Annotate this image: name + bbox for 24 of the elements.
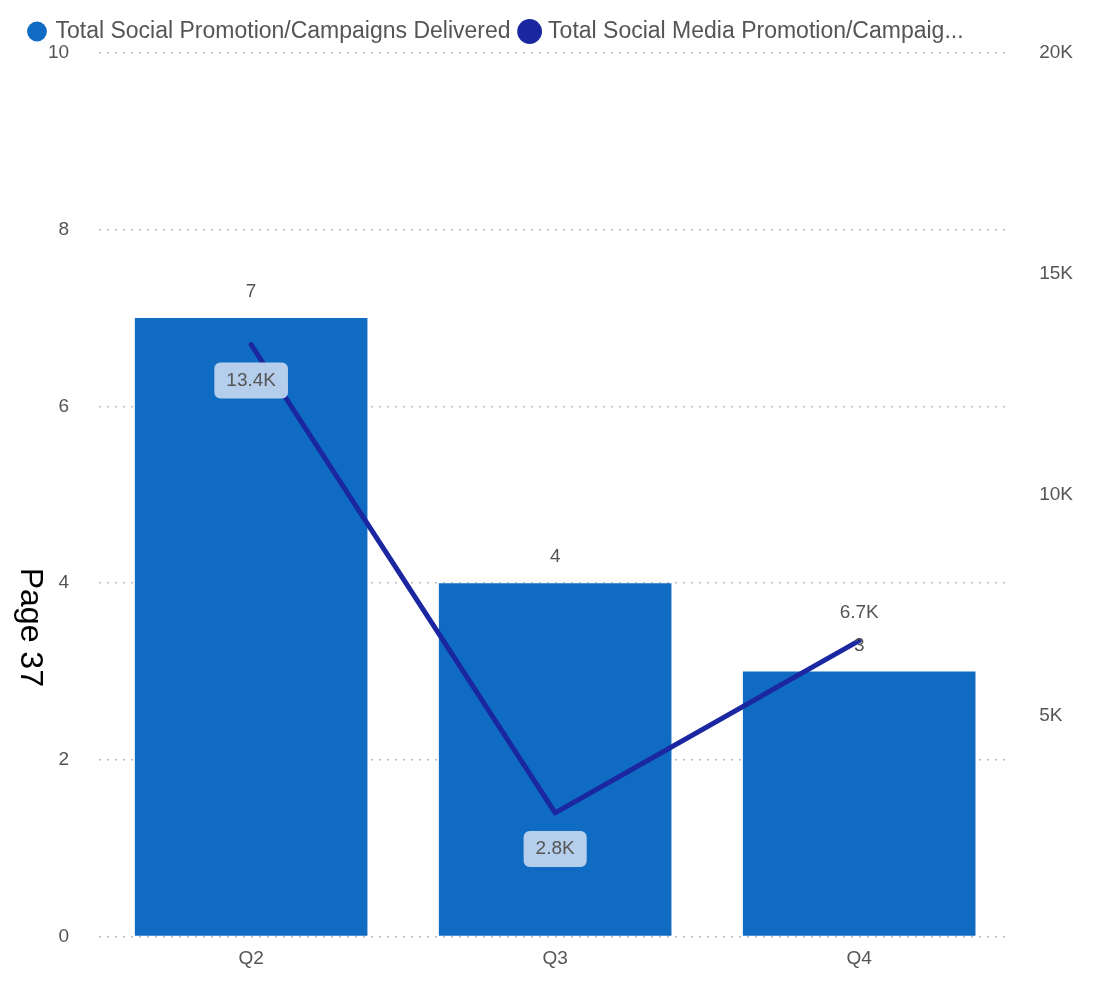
data-label: 13.4K	[226, 368, 277, 390]
y-tick-label: 8	[58, 217, 70, 239]
data-label: 4	[549, 545, 561, 567]
bar	[134, 318, 368, 936]
y2-tick-label: 20K	[1039, 41, 1074, 63]
text: Page 37	[14, 567, 51, 687]
y-tick-label: 4	[58, 571, 70, 593]
y-tick-label: 6	[58, 394, 70, 416]
bar	[438, 583, 672, 936]
y-tick-label: 2	[58, 748, 70, 770]
y-tick-label: 0	[58, 924, 70, 946]
data-label: 7	[245, 280, 257, 302]
x-tick-label: Q4	[846, 947, 873, 969]
bar	[742, 671, 976, 936]
x-tick-label: Q2	[238, 947, 264, 969]
y-tick-label: 10	[47, 41, 70, 63]
legend-label: Total Social Media Promotion/Campaig...	[548, 16, 964, 43]
x-tick-label: Q3	[542, 947, 568, 969]
y2-tick-label: 5K	[1039, 703, 1063, 725]
y2-tick-label: 15K	[1039, 262, 1074, 284]
y2-tick-label: 10K	[1039, 483, 1074, 505]
data-label: 2.8K	[535, 837, 576, 859]
data-label: 6.7K	[839, 600, 880, 622]
legend-label: Total Social Promotion/Campaigns Delivered	[55, 16, 511, 43]
